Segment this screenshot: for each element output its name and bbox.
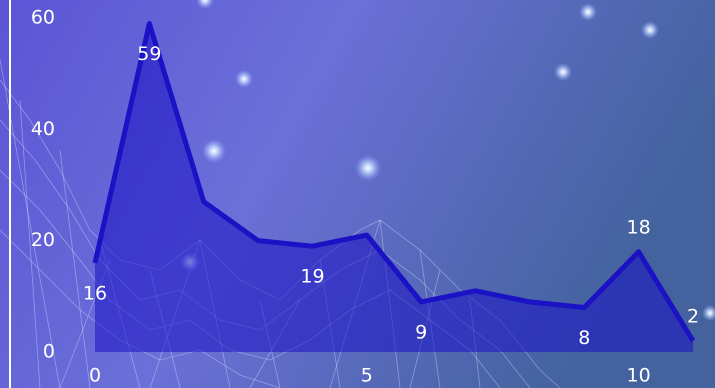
x-tick-label: 10 [627, 365, 651, 387]
data-label: 19 [300, 266, 324, 288]
data-label: 59 [137, 43, 161, 65]
area-fill [95, 23, 693, 352]
data-label: 2 [687, 305, 699, 327]
y-tick-label: 40 [31, 118, 55, 140]
data-label: 8 [578, 327, 590, 349]
data-label: 9 [415, 321, 427, 343]
y-tick-label: 20 [31, 229, 55, 251]
data-label: 18 [627, 216, 651, 238]
x-tick-label: 5 [361, 365, 373, 387]
x-tick-label: 0 [89, 365, 101, 387]
y-tick-label: 60 [31, 7, 55, 29]
y-tick-label: 0 [43, 341, 55, 363]
data-label: 16 [83, 282, 107, 304]
line [92, 21, 696, 343]
